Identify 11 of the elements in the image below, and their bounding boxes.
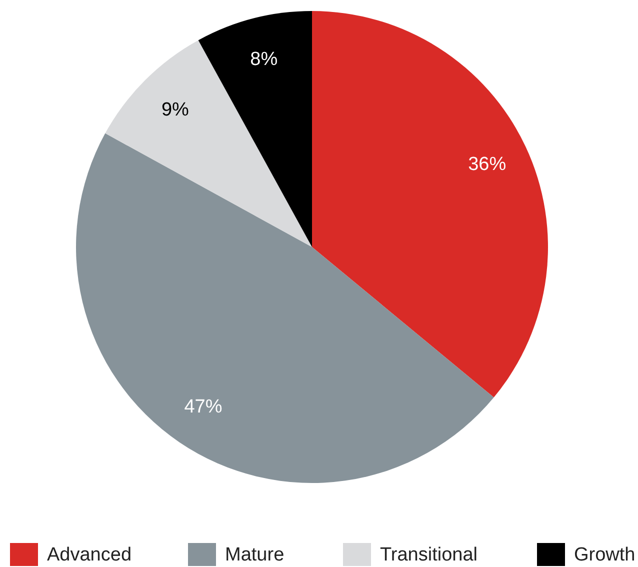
pie-slice [312,11,548,398]
pie-slice [198,11,312,247]
pie-slice [105,40,312,247]
legend-label: Advanced [47,544,132,566]
legend-label: Mature [225,544,284,566]
legend-label: Transitional [380,544,478,566]
legend-label: Growth [574,544,636,566]
data-label: 9% [161,100,189,121]
data-label: 36% [468,154,506,176]
data-label: 47% [184,396,222,418]
data-label: 8% [250,49,278,70]
